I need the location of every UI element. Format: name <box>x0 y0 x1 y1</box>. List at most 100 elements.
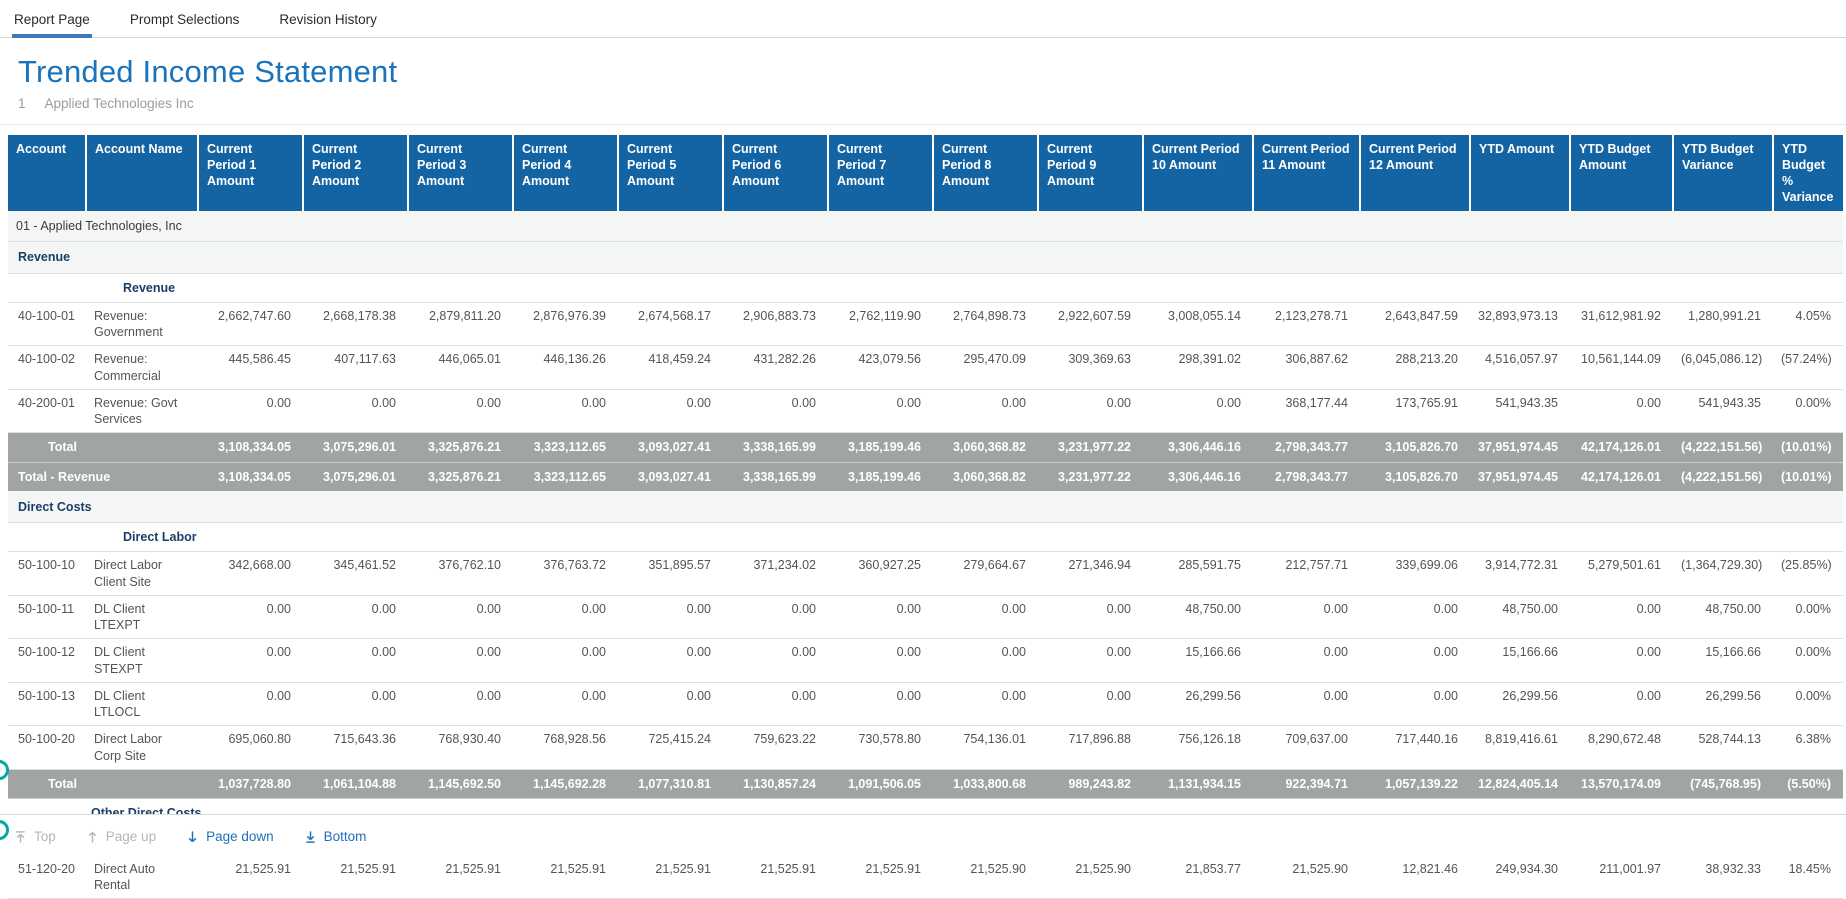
account-number: 50-100-10 <box>8 551 86 596</box>
value-cell: 2,762,119.90 <box>828 302 933 347</box>
tab-report-page[interactable]: Report Page <box>12 2 92 38</box>
value-cell: 3,914,772.31 <box>1470 551 1570 596</box>
value-cell: 37,951,974.45 <box>1470 432 1570 463</box>
value-cell: 376,763.72 <box>513 551 618 596</box>
value-cell: 0.00 <box>408 595 513 640</box>
account-name: Direct Labor Corp Site <box>86 725 198 770</box>
value-cell: 0.00 <box>198 638 303 683</box>
value-cell: 2,906,883.73 <box>723 302 828 347</box>
value-cell: 0.00 <box>723 595 828 640</box>
value-cell: 541,943.35 <box>1470 389 1570 434</box>
account-number: 40-100-01 <box>8 302 86 347</box>
value-cell: 0.00 <box>1143 389 1253 434</box>
value-cell: 768,930.40 <box>408 725 513 770</box>
tab-bar: Report Page Prompt Selections Revision His… <box>0 0 1846 38</box>
value-cell: 541,943.35 <box>1673 389 1773 434</box>
account-number: 40-200-01 <box>8 389 86 434</box>
value-cell: 342,668.00 <box>198 551 303 596</box>
value-cell: (4,222,151.56) <box>1673 462 1773 492</box>
value-cell: 0.00% <box>1773 682 1843 727</box>
value-cell: 2,922,607.59 <box>1038 302 1143 347</box>
value-cell: 2,662,747.60 <box>198 302 303 347</box>
account-number: 50-100-11 <box>8 595 86 640</box>
value-cell: 0.00 <box>303 595 408 640</box>
value-cell: 249,934.30 <box>1470 855 1570 899</box>
value-cell: 0.00 <box>513 638 618 683</box>
value-cell: 1,057,139.22 <box>1360 769 1470 800</box>
column-header-current-period-7-amount: Current Period 7 Amount <box>828 135 934 211</box>
column-header-ytd-budget-variance: YTD Budget % Variance <box>1773 135 1843 211</box>
value-cell: 0.00 <box>828 595 933 640</box>
value-cell: 3,108,334.05 <box>198 462 303 492</box>
column-header-current-period-5-amount: Current Period 5 Amount <box>618 135 724 211</box>
value-cell: 21,525.91 <box>618 855 723 899</box>
value-cell: 446,065.01 <box>408 345 513 390</box>
value-cell: 0.00 <box>198 682 303 727</box>
column-header-current-period-2-amount: Current Period 2 Amount <box>303 135 409 211</box>
section-row-revenue: Revenue <box>8 241 1843 274</box>
tab-revision-history[interactable]: Revision History <box>279 12 377 27</box>
value-cell: 0.00 <box>1253 638 1360 683</box>
column-header-current-period-1-amount: Current Period 1 Amount <box>198 135 304 211</box>
value-cell: 360,927.25 <box>828 551 933 596</box>
value-cell: 13,570,174.09 <box>1570 769 1673 800</box>
value-cell: 0.00 <box>1038 595 1143 640</box>
value-cell: 1,131,934.15 <box>1143 769 1253 800</box>
page-title: Trended Income Statement <box>18 54 398 89</box>
column-header-account: Account <box>8 135 87 211</box>
value-cell: 2,674,568.17 <box>618 302 723 347</box>
value-cell: 279,664.67 <box>933 551 1038 596</box>
value-cell: 0.00 <box>933 682 1038 727</box>
value-cell: 3,325,876.21 <box>408 432 513 463</box>
value-cell: 21,525.91 <box>513 855 618 899</box>
value-cell: 1,145,692.28 <box>513 769 618 800</box>
column-header-account-name: Account Name <box>86 135 199 211</box>
value-cell: 3,108,334.05 <box>198 432 303 463</box>
total-label: Total - Revenue <box>8 462 198 492</box>
value-cell: 0.00 <box>723 682 828 727</box>
value-cell: 1,280,991.21 <box>1673 302 1773 347</box>
pager-bottom-button[interactable]: Bottom <box>304 829 366 844</box>
value-cell: 3,325,876.21 <box>408 462 513 492</box>
value-cell: (4,222,151.56) <box>1673 432 1773 463</box>
report-page-number: 1 <box>18 96 26 111</box>
value-cell: 0.00 <box>198 389 303 434</box>
value-cell: 2,668,178.38 <box>303 302 408 347</box>
value-cell: 0.00 <box>1360 638 1470 683</box>
column-header-current-period-11-amount: Current Period 11 Amount <box>1253 135 1361 211</box>
value-cell: (1,364,729.30) <box>1673 551 1773 596</box>
account-name: DL Client STEXPT <box>86 638 198 683</box>
value-cell: 0.00 <box>1253 595 1360 640</box>
report-header: Trended Income Statement 1 Applied Techn… <box>0 54 1846 125</box>
bottom-icon <box>304 830 317 844</box>
value-cell: 0.00% <box>1773 638 1843 683</box>
value-cell: 0.00 <box>618 389 723 434</box>
pager-page-up-button: Page up <box>86 829 156 844</box>
value-cell: 339,699.06 <box>1360 551 1470 596</box>
value-cell: 3,060,368.82 <box>933 462 1038 492</box>
tab-prompt-selections[interactable]: Prompt Selections <box>129 12 240 27</box>
pager-label: Top <box>34 829 56 844</box>
account-row-50-100-13: 50-100-13 DL Client LTLOCL 0.00 0.00 0.00 0.0… <box>8 682 1843 727</box>
column-header-current-period-12-amount: Current Period 12 Amount <box>1360 135 1471 211</box>
value-cell: 371,234.02 <box>723 551 828 596</box>
value-cell: 0.00 <box>1570 638 1673 683</box>
value-cell: 2,798,343.77 <box>1253 432 1360 463</box>
value-cell: 0.00 <box>1570 595 1673 640</box>
value-cell: 3,338,165.99 <box>723 462 828 492</box>
value-cell: 0.00 <box>828 389 933 434</box>
value-cell: 1,037,728.80 <box>198 769 303 800</box>
value-cell: 730,578.80 <box>828 725 933 770</box>
value-cell: 2,879,811.20 <box>408 302 513 347</box>
column-header-current-period-6-amount: Current Period 6 Amount <box>723 135 829 211</box>
value-cell: 42,174,126.01 <box>1570 432 1673 463</box>
value-cell: 0.00 <box>408 389 513 434</box>
value-cell: 768,928.56 <box>513 725 618 770</box>
account-number: 50-100-20 <box>8 725 86 770</box>
pager-page-down-button[interactable]: Page down <box>186 829 274 844</box>
value-cell: 0.00 <box>618 638 723 683</box>
value-cell: 2,123,278.71 <box>1253 302 1360 347</box>
account-name: Revenue: Government <box>86 302 198 347</box>
value-cell: 3,060,368.82 <box>933 432 1038 463</box>
value-cell: 754,136.01 <box>933 725 1038 770</box>
